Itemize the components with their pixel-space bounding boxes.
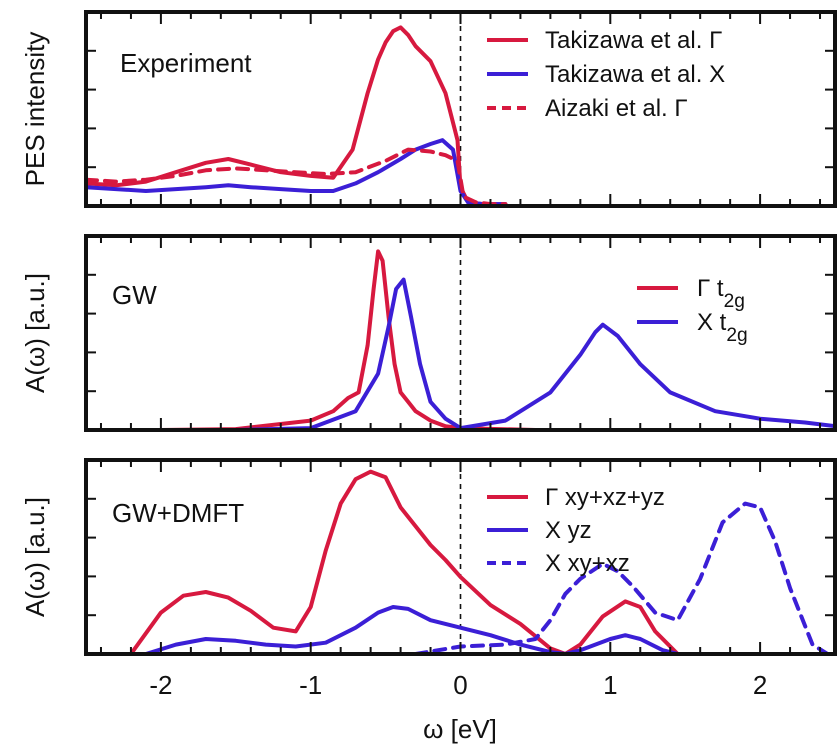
x-tick-label: 2	[753, 670, 767, 700]
legend-label: X t2g	[697, 309, 748, 346]
y-axis-label: A(ω) [a.u.]	[20, 273, 50, 393]
panel-label: Experiment	[120, 48, 252, 78]
series-line-1	[143, 605, 680, 654]
series-line-0	[158, 249, 835, 430]
x-tick-label: 1	[603, 670, 617, 700]
panel-panel-experiment: Experiment PES intensity Takizawa et al. Γ…	[20, 10, 837, 208]
x-axis-label: ω [eV]	[423, 714, 497, 744]
x-tick-label: -1	[299, 670, 322, 700]
series-line-2	[86, 147, 508, 206]
legend-label: Takizawa et al. Γ	[545, 27, 722, 54]
panel-label: GW+DMFT	[112, 498, 244, 528]
x-tick-label: -2	[149, 670, 172, 700]
legend: Takizawa et al. Γ Takizawa et al. X Aizaki…	[487, 27, 725, 122]
series-line-0	[86, 25, 508, 206]
legend-label: Aizaki et al. Γ	[545, 95, 688, 122]
subscript: 2g	[726, 325, 747, 346]
series-line-1	[86, 138, 508, 206]
series-line-0	[128, 469, 680, 654]
legend-label: Γ t2g	[697, 275, 745, 312]
panel-frame	[84, 10, 837, 208]
legend-label: Takizawa et al. X	[545, 61, 725, 88]
y-axis-label: PES intensity	[20, 32, 50, 187]
panel-label: GW	[112, 280, 157, 310]
y-axis-label: A(ω) [a.u.]	[20, 497, 50, 617]
subscript: 2g	[724, 291, 745, 312]
panels: Experiment PES intensity Takizawa et al. Γ…	[20, 10, 837, 700]
legend-label: X xy+xz	[545, 550, 630, 577]
series-line-2	[413, 501, 830, 654]
legend: Γ xy+xz+yz X yz X xy+xz	[487, 484, 665, 577]
panel-frame	[84, 458, 837, 656]
series-line-1	[233, 277, 835, 430]
panel-frame	[84, 234, 837, 432]
x-tick-label: 0	[453, 670, 467, 700]
legend-label: X yz	[545, 517, 592, 544]
panel-panel-gwdmft: GW+DMFT A(ω) [a.u.] Γ xy+xz+yz X yz X xy+xz -…	[20, 458, 837, 700]
legend-label: Γ xy+xz+yz	[545, 484, 665, 511]
